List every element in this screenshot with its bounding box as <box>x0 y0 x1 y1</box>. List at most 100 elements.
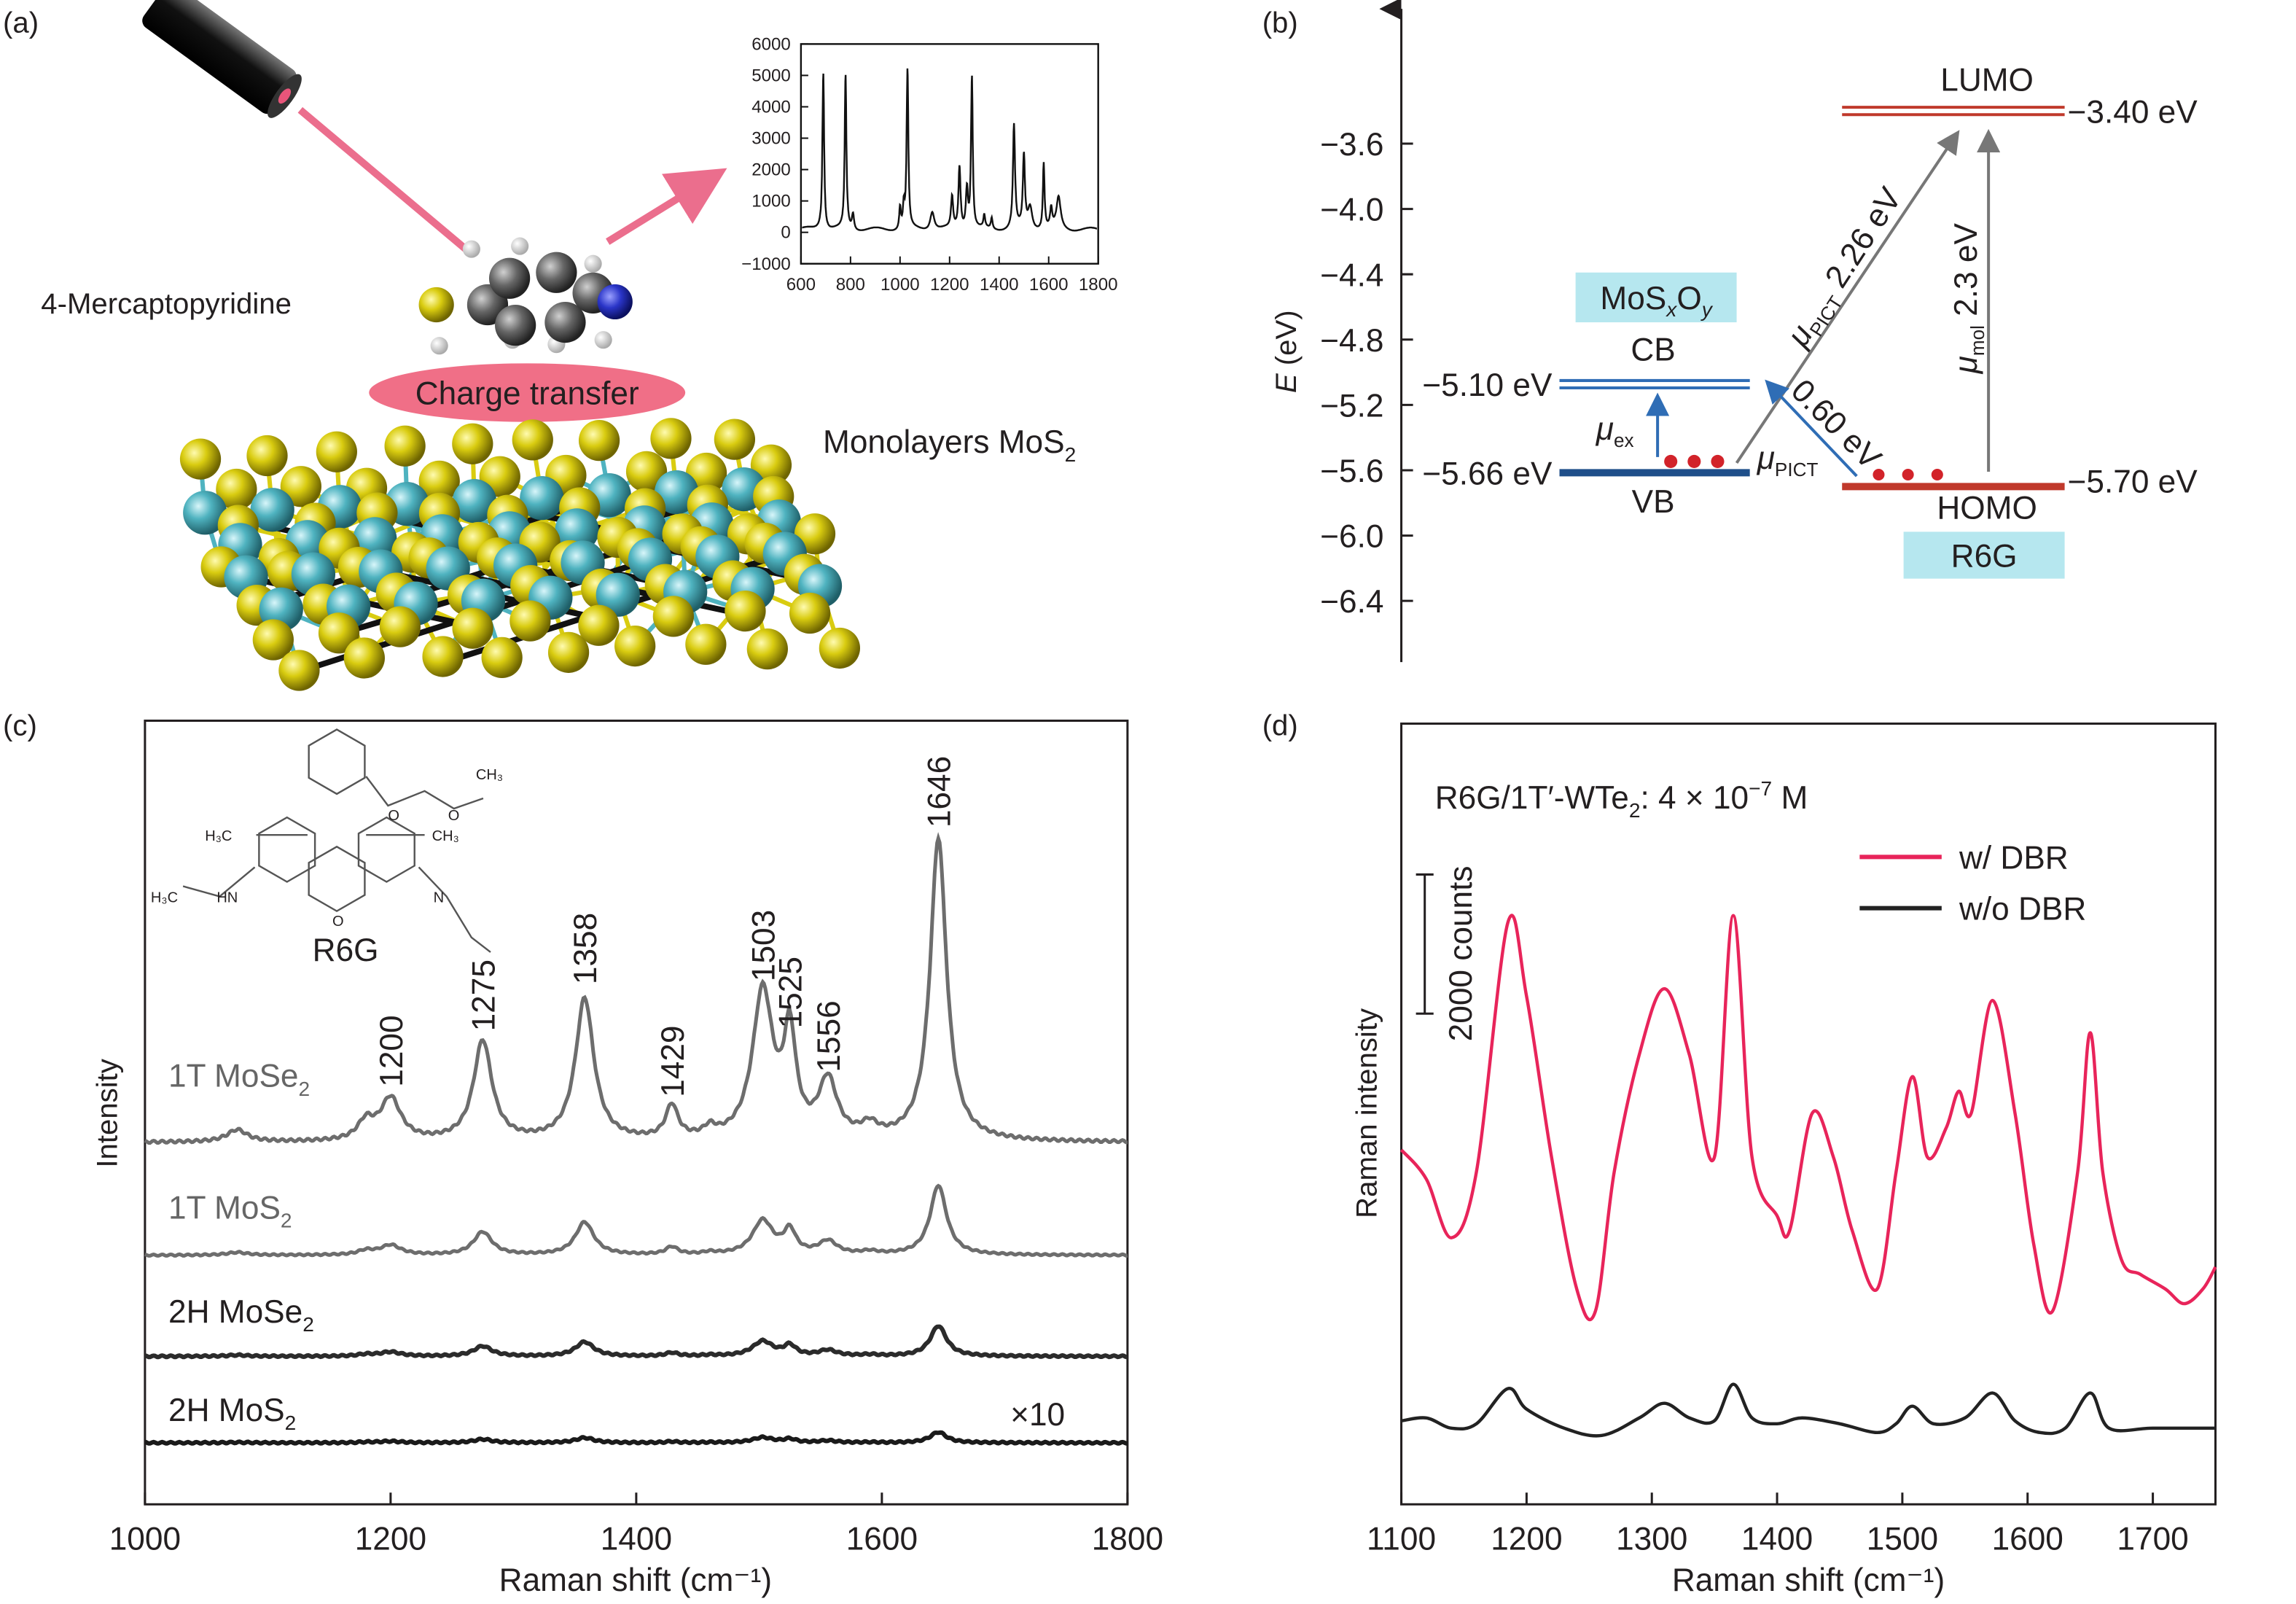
bond <box>365 776 484 810</box>
scale-bar <box>1416 873 1434 1015</box>
sulfur-atom <box>819 627 860 669</box>
peak-label: 1503 <box>746 910 782 981</box>
y-axis-label-c: Intensity <box>91 1059 124 1168</box>
inset-y-tick-label: 3000 <box>751 129 791 149</box>
sulfur-atom <box>343 637 385 679</box>
atom-label: CH₃ <box>476 767 503 783</box>
sulfur-atom <box>318 612 360 654</box>
sulfur-atom <box>650 418 692 459</box>
energy-tick-label: −4.0 <box>1320 192 1383 228</box>
hydrogen-atom <box>584 254 602 273</box>
electron-dot <box>1902 468 1914 481</box>
energy-tick-label: −4.8 <box>1320 323 1383 359</box>
mu-pict-arrow <box>1735 130 1960 464</box>
sulfur-atom <box>789 592 831 634</box>
sulfur-atom <box>794 513 836 555</box>
spectrum-line-with-dbr <box>1399 914 2217 1322</box>
homo-energy-label: −5.70 eV <box>2068 464 2198 499</box>
metal-atom <box>250 488 294 532</box>
peak-label: 1429 <box>655 1025 691 1097</box>
multiplier-label: ×10 <box>1010 1397 1065 1433</box>
x-axis-label-c: Raman shift (cm⁻¹) <box>499 1562 772 1598</box>
peak-label: 1358 <box>568 913 604 984</box>
sulfur-atom <box>725 590 766 632</box>
sulfur-atom <box>750 444 792 486</box>
sulfur-atom <box>685 623 727 665</box>
charge-transfer-label: Charge transfer <box>415 376 639 412</box>
panel-label-a: (a) <box>3 6 39 39</box>
carbon-atom <box>488 257 531 299</box>
sulfur-atom <box>246 435 288 477</box>
sulfur-atom <box>578 420 620 462</box>
peak-label: 1275 <box>466 959 501 1031</box>
peak-label: 1646 <box>921 756 957 828</box>
ring <box>357 816 415 883</box>
carbon-atom <box>544 301 586 343</box>
homo-label: HOMO <box>1937 490 2037 526</box>
r6g-label: R6G <box>313 933 379 968</box>
x-tick-label-d: 1100 <box>1367 1522 1436 1557</box>
sulfur-atom <box>509 600 551 642</box>
x-tick-label-c: 1800 <box>1092 1522 1163 1557</box>
sulfur-atom <box>452 423 493 464</box>
atom-label: O <box>332 914 344 930</box>
inset-y-tick-label: 1000 <box>751 192 791 211</box>
inset-x-tick-label: 1400 <box>980 275 1019 295</box>
inset-x-tick-label: 1000 <box>880 275 920 295</box>
mu-pict-vb-label: μPICT <box>1757 440 1819 480</box>
sulfur-atom <box>547 631 590 673</box>
series-label: 1T MoSe2 <box>168 1059 310 1100</box>
ring <box>308 728 366 795</box>
atom-label: N <box>434 890 444 906</box>
atom-label: H₃C <box>151 890 178 906</box>
inset-y-tick-label: 0 <box>781 223 790 243</box>
nitrogen-atom <box>597 284 633 320</box>
molecule-box-label: R6G <box>1951 539 2018 575</box>
laser-icon <box>142 0 302 118</box>
substrate-box <box>1575 272 1737 323</box>
molecule-box <box>1903 532 2065 579</box>
panel-label-d: (d) <box>1262 709 1298 742</box>
x-tick-label-c: 1400 <box>601 1522 672 1557</box>
plot-frame-c <box>144 719 1129 1506</box>
panel-b: (b) E (eV) −3.6 −4.0 −4.4 −4.8 −5.2 −5.6 −6.0 −… <box>1262 0 2198 663</box>
atom-label: HN <box>216 890 238 906</box>
hydrogen-atom <box>594 331 612 349</box>
panel-d: (d) Raman intensity R6G/1T′-WTe2: 4 × 10… <box>1262 709 2217 1598</box>
sulfur-atom <box>625 451 668 493</box>
peak-label: 1556 <box>811 1000 847 1072</box>
inset-x-tick-label: 800 <box>836 275 865 295</box>
bond <box>182 866 256 898</box>
x-axis-label-d: Raman shift (cm⁻¹) <box>1672 1562 1945 1598</box>
inset-spectrum-line <box>802 68 1097 232</box>
energy-tick-label: −4.4 <box>1320 257 1383 293</box>
x-tick-label-c: 1000 <box>109 1522 181 1557</box>
cb-energy-label: −5.10 eV <box>1422 367 1553 403</box>
spectrum-line-1 <box>144 832 1128 1145</box>
inset-x-tick-label: 1200 <box>930 275 969 295</box>
sulfur-atom <box>422 636 464 677</box>
inset-y-tick-label: 2000 <box>751 160 791 180</box>
inset-x-tick-label: 1600 <box>1029 275 1069 295</box>
sulfur-atom <box>746 628 788 670</box>
metal-atom <box>596 572 640 617</box>
plot-title-d: R6G/1T′-WTe2: 4 × 10−7 M <box>1435 777 1808 822</box>
x-tick-label-d: 1400 <box>1741 1522 1813 1557</box>
x-tick-label-d: 1200 <box>1491 1522 1562 1557</box>
electron-dot <box>1711 454 1725 468</box>
series-label: 2H MoS2 <box>168 1393 296 1434</box>
panel-c: (c) Intensity H₃C CH₃ HN N H₃C O O O CH₃ R6G ×10… <box>3 709 1163 1598</box>
lumo-energy-label: −3.40 eV <box>2068 94 2198 130</box>
atom-label: CH₃ <box>432 828 459 844</box>
sulfur-atom <box>252 619 294 661</box>
electron-dot <box>1931 468 1943 481</box>
r6g-structure: H₃C CH₃ HN N H₃C O O O CH₃ <box>151 728 503 953</box>
homo-cb-arrow <box>1765 379 1858 478</box>
spectrum-line-2 <box>144 1183 1128 1258</box>
lumo-label: LUMO <box>1940 63 2034 98</box>
metal-atom <box>520 476 564 521</box>
sulfur-atom <box>614 625 656 667</box>
substrate-box-label: MoSxOy <box>1600 281 1713 321</box>
x-tick-label-d: 1600 <box>1992 1522 2063 1557</box>
